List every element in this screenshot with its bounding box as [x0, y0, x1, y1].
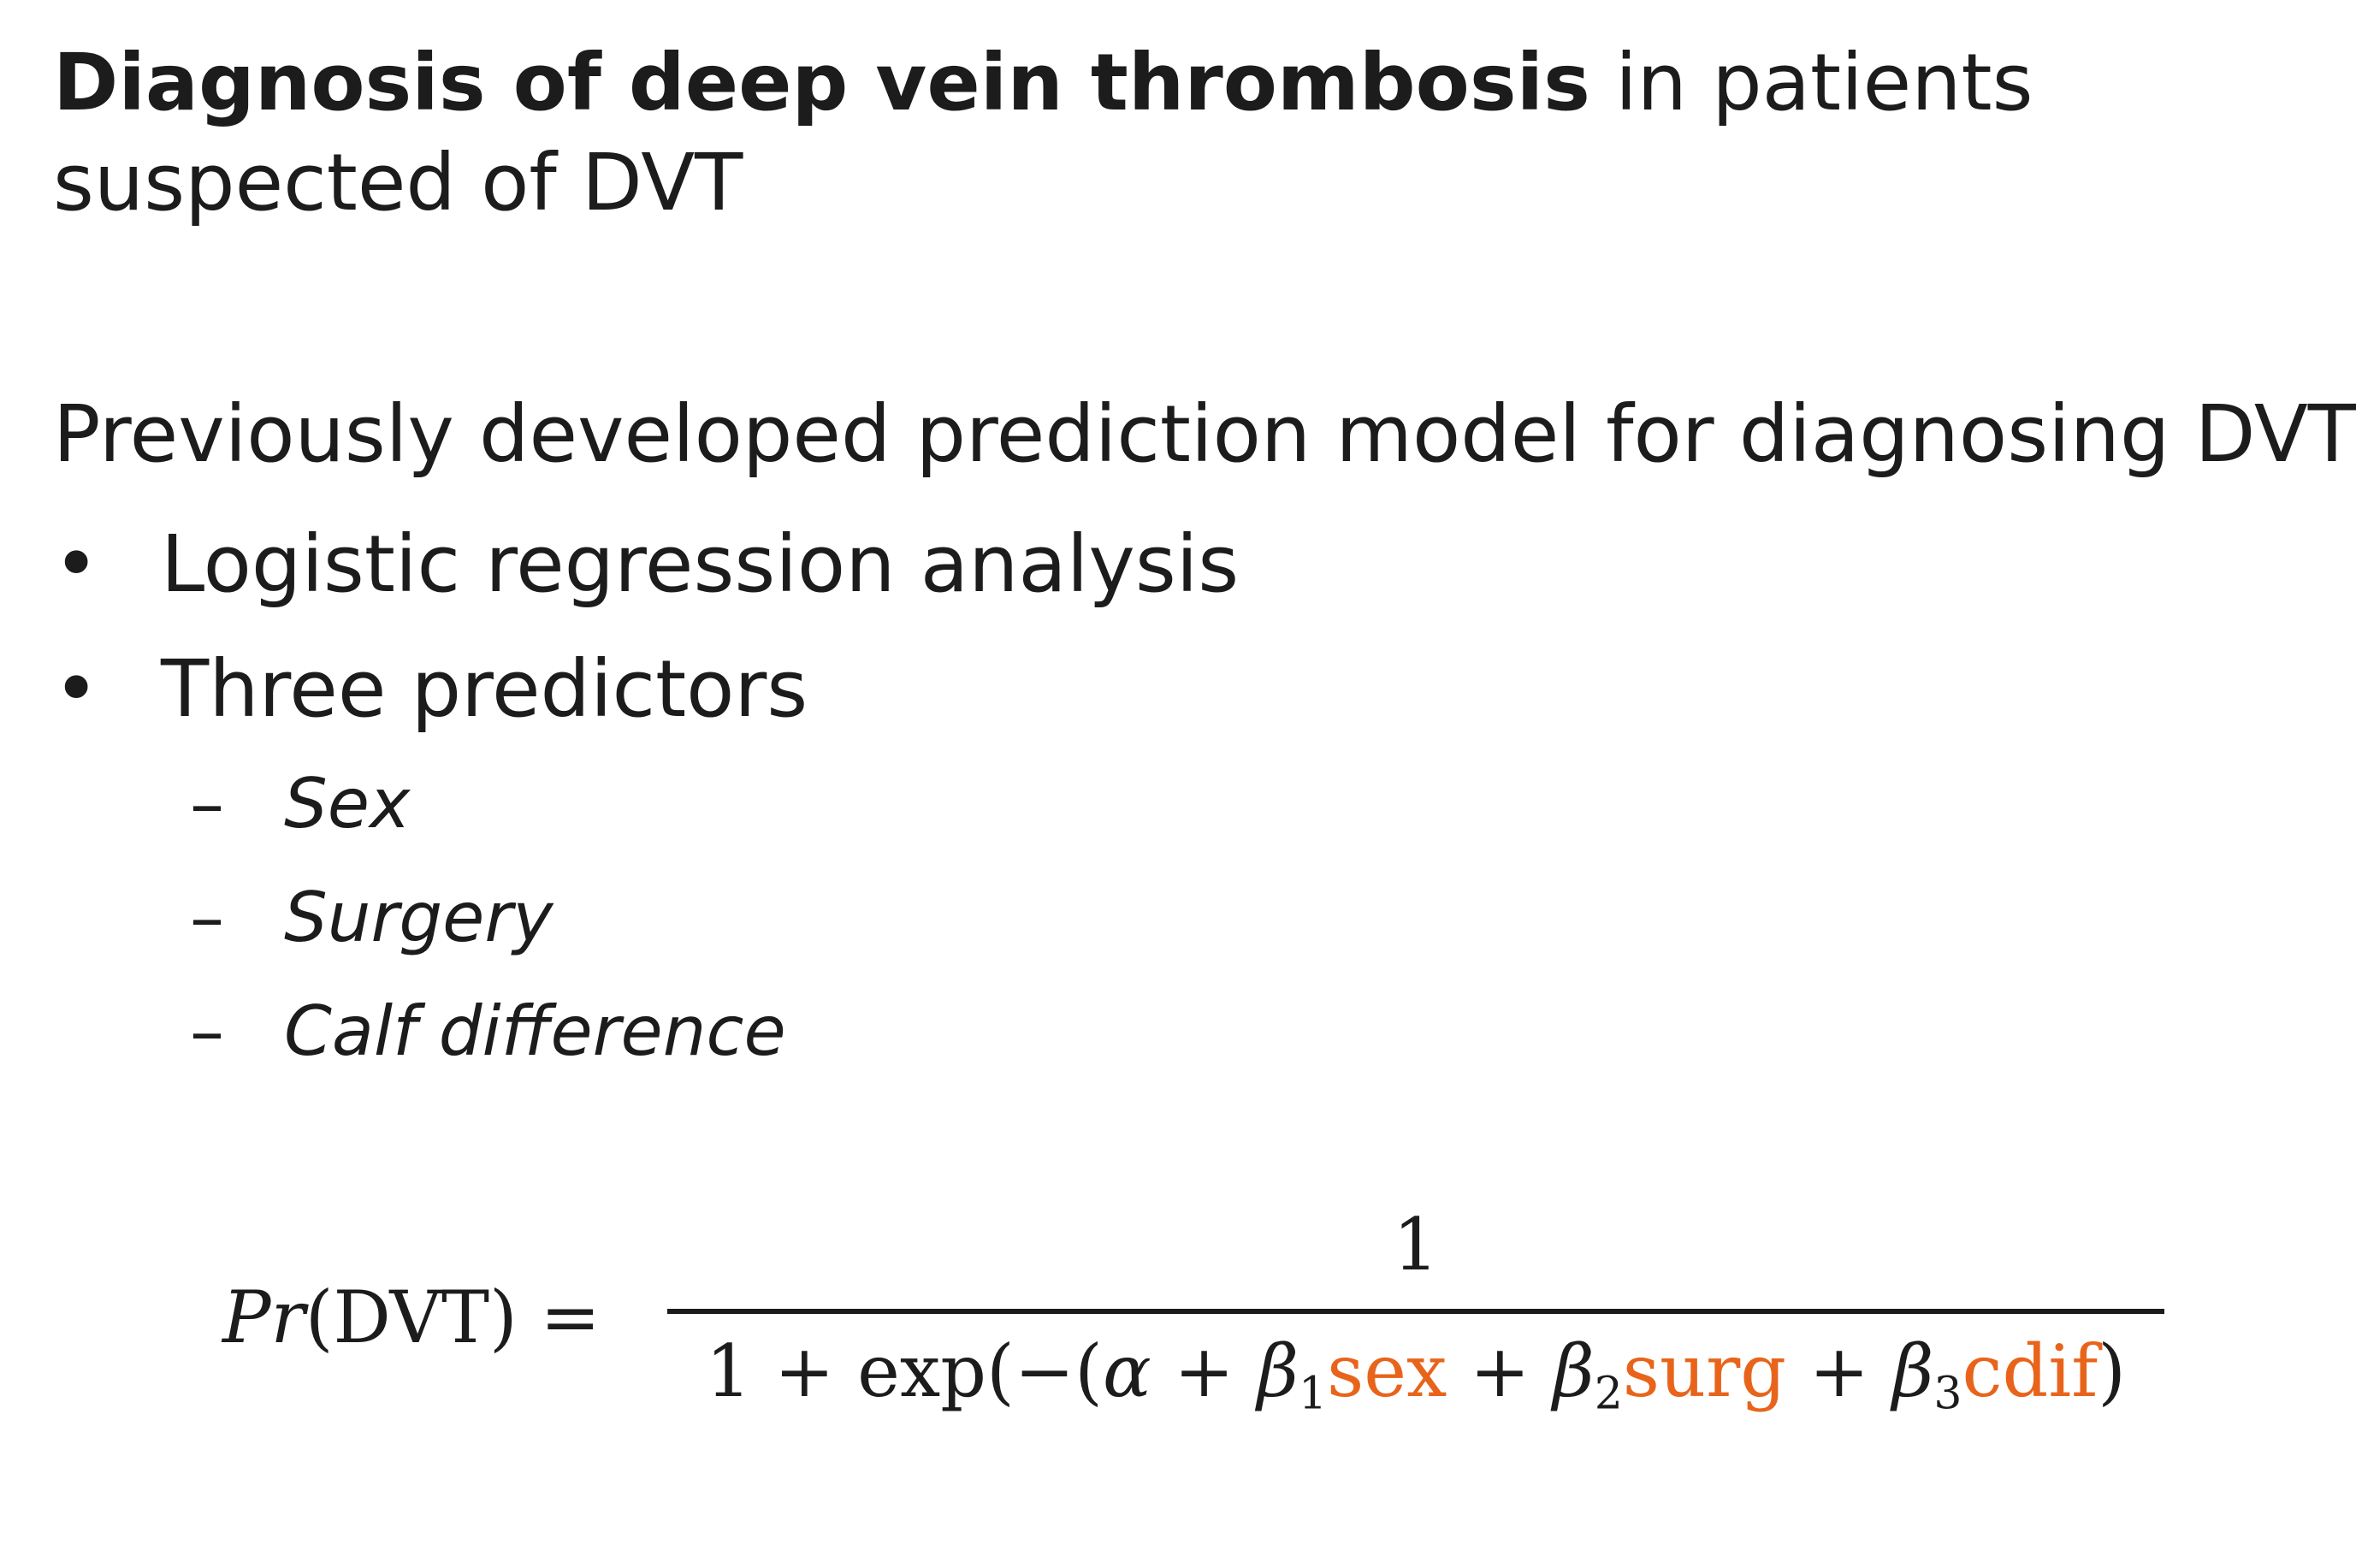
beta-symbol: β: [1553, 1329, 1595, 1413]
plus-sign: +: [1151, 1329, 1258, 1413]
beta-subscript: 2: [1594, 1368, 1623, 1420]
predictor-item: – Surgery: [190, 875, 786, 989]
bullet-item: • Logistic regression analysis: [53, 513, 1239, 638]
bullet-dot: •: [53, 643, 100, 735]
plus-sign: +: [1786, 1329, 1892, 1413]
predictor-label: Calf difference: [284, 991, 786, 1071]
beta-symbol: β: [1257, 1329, 1299, 1413]
bullet-dot: •: [53, 518, 100, 610]
bullet-list: • Logistic regression analysis • Three p…: [53, 513, 1239, 763]
formula-denominator: 1 + exp(−(α + β1sex + β2surg + β3cdif): [667, 1324, 2164, 1418]
title-bold: Diagnosis of deep vein thrombosis: [53, 37, 1590, 128]
den-prefix: 1 + exp(−(: [705, 1329, 1103, 1413]
beta-symbol: β: [1891, 1329, 1934, 1413]
formula-numerator: 1: [1393, 1203, 1439, 1287]
slide-title: Diagnosis of deep vein thrombosis in pat…: [53, 33, 2312, 233]
beta-subscript: 3: [1933, 1368, 1962, 1420]
beta-subscript: 1: [1299, 1368, 1328, 1420]
dash-marker: –: [190, 764, 224, 843]
dash-marker: –: [190, 991, 224, 1071]
var-cdif: cdif: [1962, 1329, 2098, 1413]
fraction-bar: [667, 1309, 2164, 1314]
bullet-label: Three predictors: [161, 643, 808, 735]
plus-sign: +: [1447, 1329, 1554, 1413]
predictor-item: – Calf difference: [190, 989, 786, 1103]
predictor-label: Surgery: [284, 878, 553, 957]
title-rest: in patients suspected of DVT: [53, 37, 2033, 228]
intro-text: Previously developed prediction model fo…: [53, 388, 2356, 480]
predictor-list: – Sex – Surgery – Calf difference: [190, 761, 786, 1103]
logistic-formula: Pr(DVT) = 1 1 + exp(−(α + β1sex + β2surg…: [222, 1198, 2190, 1429]
bullet-item: • Three predictors: [53, 638, 1239, 763]
formula-lhs-rest: (DVT) =: [305, 1275, 601, 1359]
bullet-label: Logistic regression analysis: [161, 518, 1240, 610]
den-suffix: ): [2098, 1329, 2127, 1413]
formula-lhs: Pr(DVT) =: [222, 1270, 601, 1364]
var-sex: sex: [1327, 1329, 1447, 1413]
predictor-label: Sex: [284, 764, 411, 843]
formula-pr: Pr: [222, 1275, 305, 1359]
dash-marker: –: [190, 878, 224, 957]
predictor-item: – Sex: [190, 761, 786, 875]
alpha-symbol: α: [1102, 1329, 1151, 1413]
var-surg: surg: [1622, 1329, 1787, 1413]
